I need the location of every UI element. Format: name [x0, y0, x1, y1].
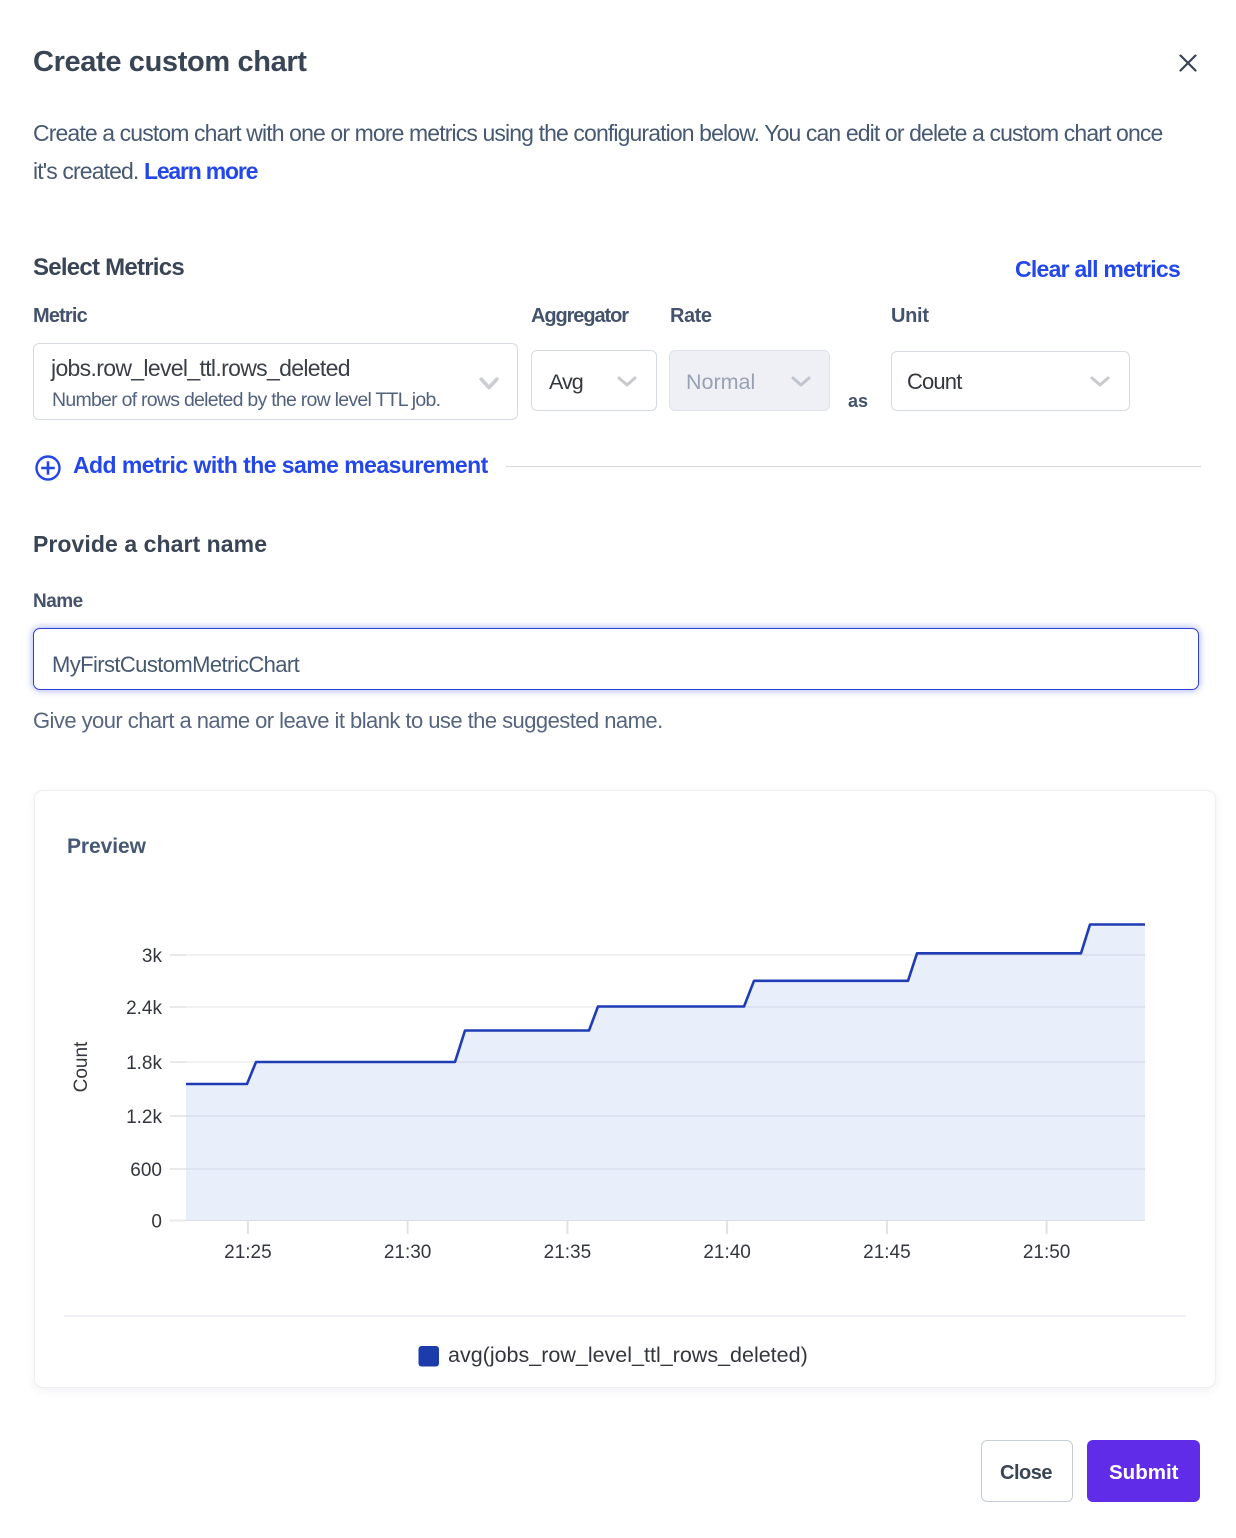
svg-text:21:30: 21:30: [384, 1242, 432, 1263]
svg-text:1.2k: 1.2k: [126, 1107, 162, 1128]
svg-text:2.4k: 2.4k: [126, 998, 162, 1019]
svg-text:0: 0: [151, 1211, 162, 1232]
svg-text:Count: Count: [71, 1041, 92, 1092]
svg-text:avg(jobs_row_level_ttl_rows_de: avg(jobs_row_level_ttl_rows_deleted): [448, 1343, 808, 1367]
svg-text:3k: 3k: [142, 946, 163, 967]
svg-text:600: 600: [130, 1160, 162, 1181]
svg-text:1.8k: 1.8k: [126, 1053, 162, 1074]
svg-text:21:40: 21:40: [703, 1242, 751, 1263]
svg-text:21:35: 21:35: [544, 1242, 592, 1263]
svg-text:21:25: 21:25: [224, 1242, 272, 1263]
svg-text:21:50: 21:50: [1023, 1242, 1071, 1263]
svg-text:21:45: 21:45: [863, 1242, 911, 1263]
